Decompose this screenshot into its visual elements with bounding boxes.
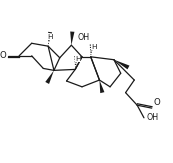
Text: H: H <box>47 34 53 40</box>
Polygon shape <box>45 70 54 84</box>
Text: H: H <box>75 56 81 62</box>
Polygon shape <box>70 31 74 45</box>
Text: OH: OH <box>147 113 159 122</box>
Polygon shape <box>99 80 104 93</box>
Polygon shape <box>114 60 129 69</box>
Text: O: O <box>154 98 160 107</box>
Text: H: H <box>91 44 96 50</box>
Text: O: O <box>0 51 7 60</box>
Text: OH: OH <box>77 33 89 42</box>
